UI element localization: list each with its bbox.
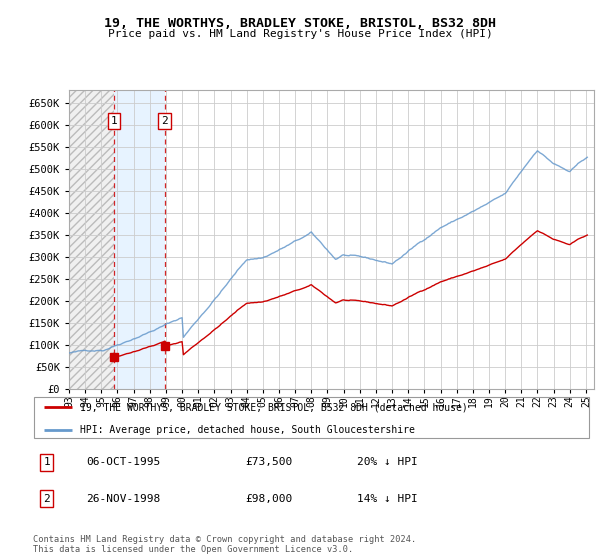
Text: 19, THE WORTHYS, BRADLEY STOKE, BRISTOL, BS32 8DH: 19, THE WORTHYS, BRADLEY STOKE, BRISTOL,… [104,17,496,30]
Text: 19, THE WORTHYS, BRADLEY STOKE, BRISTOL, BS32 8DH (detached house): 19, THE WORTHYS, BRADLEY STOKE, BRISTOL,… [80,402,468,412]
Bar [69,90,114,389]
Text: 14% ↓ HPI: 14% ↓ HPI [356,493,418,503]
Text: £98,000: £98,000 [245,493,292,503]
Text: 06-OCT-1995: 06-OCT-1995 [86,458,160,468]
Text: Contains HM Land Registry data © Crown copyright and database right 2024.
This d: Contains HM Land Registry data © Crown c… [33,535,416,554]
Text: £73,500: £73,500 [245,458,292,468]
Text: 2: 2 [44,493,50,503]
Text: 26-NOV-1998: 26-NOV-1998 [86,493,160,503]
Text: Price paid vs. HM Land Registry's House Price Index (HPI): Price paid vs. HM Land Registry's House … [107,29,493,39]
Text: 2: 2 [161,116,168,126]
Text: HPI: Average price, detached house, South Gloucestershire: HPI: Average price, detached house, Sout… [80,424,415,435]
Text: 1: 1 [44,458,50,468]
Bar [114,90,164,389]
Text: 1: 1 [110,116,118,126]
Text: 20% ↓ HPI: 20% ↓ HPI [356,458,418,468]
